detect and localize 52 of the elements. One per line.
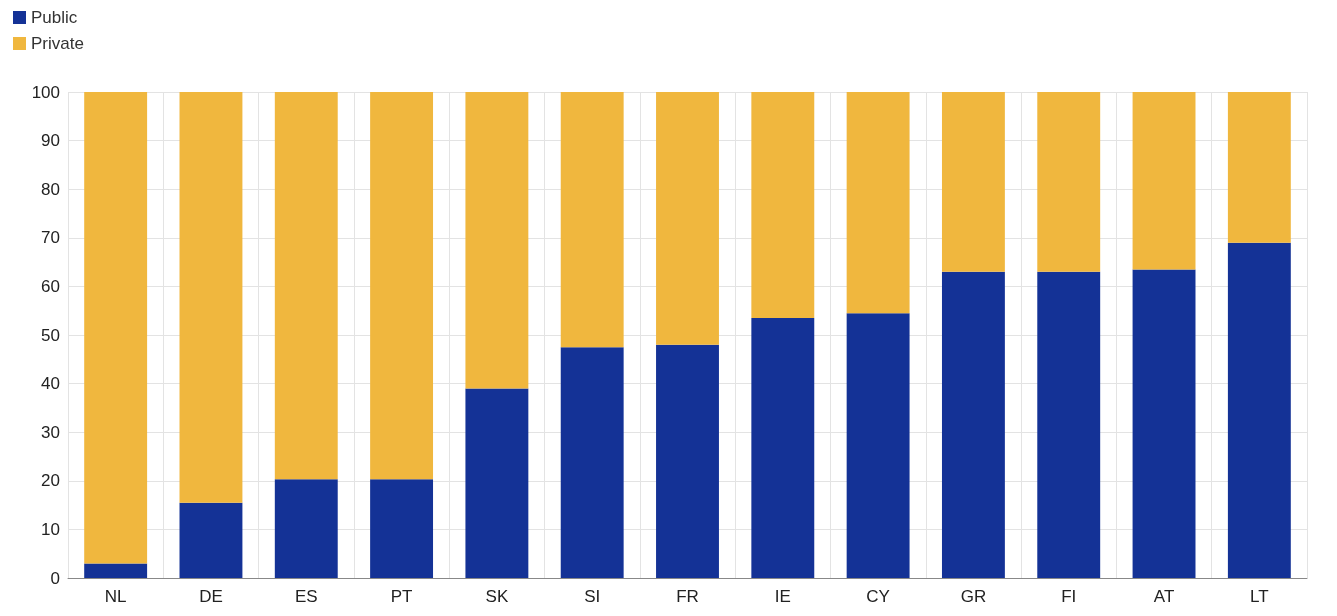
bar [751,317,815,578]
y-tick-label: 70 [41,228,60,248]
x-tick-label: PT [390,587,413,606]
bar [179,502,243,578]
bar [465,388,529,578]
y-tick-label: 40 [41,374,60,394]
bar [846,313,910,578]
y-tick-label: 90 [41,131,60,151]
x-tick-label: CY [866,587,890,606]
bar [274,92,338,480]
bar [560,92,624,348]
y-tick-label: 20 [41,471,60,491]
x-tick-label: NL [104,587,127,606]
legend-label: Public [31,8,78,27]
bar [179,92,243,503]
x-tick-label: FR [676,587,699,606]
bar [941,271,1005,578]
bar [846,92,910,314]
x-tick-label: SI [584,587,601,606]
x-tick-label: SK [485,587,509,606]
bar [656,344,719,578]
x-tick-label: IE [774,587,791,606]
bar [1227,92,1291,243]
x-tick-label: FI [1061,587,1077,606]
y-tick-label: 0 [50,568,60,588]
bar [465,92,529,389]
x-tick-label: GR [960,587,987,606]
bar [84,563,148,578]
y-tick-label: 50 [41,325,60,345]
y-tick-label: 10 [41,519,60,539]
y-tick-label: 100 [31,82,60,102]
bar [274,479,338,578]
bar [370,479,434,578]
x-tick-label: AT [1153,587,1175,606]
y-tick-label: 80 [41,179,60,199]
x-tick-label: ES [294,587,318,606]
y-tick-label: 60 [41,276,60,296]
x-tick-label: DE [199,587,223,606]
bar [1132,92,1196,270]
x-tick-label: LT [1250,587,1269,606]
bar [84,92,148,564]
bar [370,92,434,480]
bar [1037,92,1101,272]
bar [1037,271,1101,578]
bar [560,347,624,578]
bar [751,92,815,318]
bar [1227,242,1291,578]
y-tick-label: 30 [41,422,60,442]
bar [656,92,719,345]
bar [1132,269,1196,578]
bar [941,92,1005,272]
legend-label: Private [31,34,84,53]
